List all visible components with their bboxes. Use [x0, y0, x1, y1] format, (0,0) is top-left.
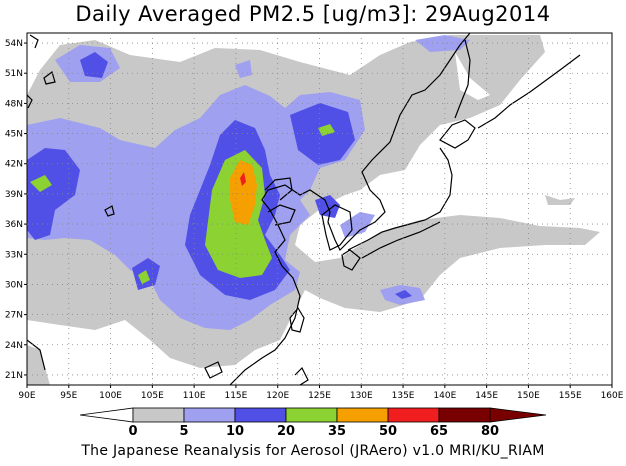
lat-tick-label: 27N — [5, 311, 23, 321]
pm25-band-20-35 — [395, 290, 412, 299]
lon-tick-label: 155E — [559, 391, 582, 401]
colorbar-segment — [285, 407, 338, 423]
lat-tick-label: 33N — [5, 250, 23, 260]
lon-tick-label: 130E — [350, 391, 373, 401]
lat-tick-labels: 54N 51N 48N 45N 42N 39N 36N 33N 30N 27N 24N 21N — [5, 39, 27, 381]
lat-tick-label: 21N — [5, 371, 23, 381]
lon-tick-label: 105E — [141, 391, 164, 401]
pm25-band-20-35 — [27, 148, 80, 240]
pm25-band-20-35 — [80, 52, 108, 78]
pm25-field — [27, 33, 600, 385]
colorbar-segment — [336, 407, 389, 423]
lon-tick-label: 150E — [517, 391, 540, 401]
colorbar-segment — [234, 407, 287, 423]
lon-tick-label: 115E — [224, 391, 247, 401]
colorbar-label: 35 — [328, 424, 346, 439]
colorbar-arrow-low — [79, 407, 134, 423]
colorbar-segment — [438, 407, 491, 423]
lon-tick-label: 95E — [60, 391, 77, 401]
lon-tick-label: 125E — [308, 391, 331, 401]
lat-tick-label: 48N — [5, 99, 23, 109]
pm25-band-5-10 — [455, 52, 490, 100]
lat-tick-label: 54N — [5, 39, 23, 49]
colorbar: 0 5 10 20 35 50 65 80 — [79, 407, 547, 439]
lon-tick-label: 135E — [392, 391, 415, 401]
pm25-band-10-20 — [340, 212, 375, 238]
lon-tick-label: 100E — [99, 391, 122, 401]
pm25-band-50-65 — [230, 160, 257, 225]
colorbar-label: 80 — [481, 424, 499, 439]
lon-tick-labels: 90E 95E 100E 105E 110E 115E 120E 125E 130E 135E 14… — [18, 385, 624, 401]
pm25-band-35-50 — [138, 270, 150, 284]
lat-tick-label: 30N — [5, 280, 23, 290]
colorbar-segment — [183, 407, 236, 423]
lat-tick-label: 42N — [5, 160, 23, 170]
lon-tick-label: 145E — [475, 391, 498, 401]
lon-tick-label: 120E — [266, 391, 289, 401]
lon-tick-label: 90E — [18, 391, 35, 401]
pm25-band-5-10 — [27, 345, 50, 385]
colorbar-label: 65 — [430, 424, 448, 439]
colorbar-label: 50 — [379, 424, 397, 439]
colorbar-label: 10 — [226, 424, 244, 439]
lat-tick-label: 45N — [5, 130, 23, 140]
lat-tick-label: 51N — [5, 69, 23, 79]
colorbar-label: 5 — [179, 424, 188, 439]
colorbar-label: 20 — [277, 424, 295, 439]
pm25-band-35-50 — [30, 175, 52, 192]
lat-tick-label: 39N — [5, 190, 23, 200]
pm25-band-65-80 — [240, 172, 246, 186]
lon-tick-label: 140E — [433, 391, 456, 401]
pm25-band-35-50 — [318, 124, 335, 136]
lon-tick-label: 110E — [183, 391, 206, 401]
pm25-band-5-10 — [545, 195, 575, 205]
credit-line: The Japanese Reanalysis for Aerosol (JRA… — [81, 443, 545, 459]
coastlines — [27, 33, 581, 385]
colorbar-segment — [387, 407, 440, 423]
pm25-band-10-20 — [415, 35, 470, 52]
colorbar-arrow-high — [489, 407, 547, 423]
colorbar-label: 0 — [128, 424, 137, 439]
colorbar-segment — [132, 407, 185, 423]
map-title: Daily Averaged PM2.5 [ug/m3]: 29Aug2014 — [75, 2, 551, 26]
lat-tick-label: 36N — [5, 220, 23, 230]
lat-tick-label: 24N — [5, 341, 23, 351]
graticule — [27, 33, 612, 385]
lon-tick-label: 160E — [601, 391, 624, 401]
